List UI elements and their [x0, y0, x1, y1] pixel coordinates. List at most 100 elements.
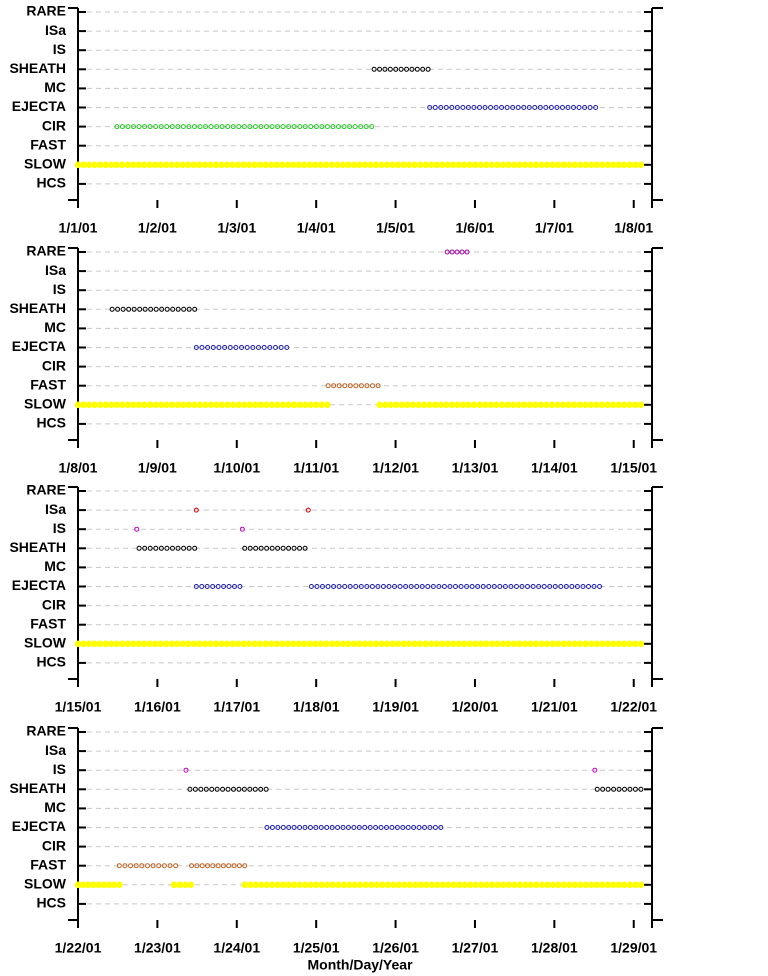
dot [247, 124, 253, 130]
dot [131, 124, 137, 130]
x-tick-label: 1/29/01 [610, 940, 657, 956]
dot [291, 825, 297, 830]
dot [119, 401, 126, 409]
dot [240, 640, 247, 648]
dot [555, 881, 562, 889]
dot [615, 881, 623, 889]
y-tick-label: CIR [42, 357, 66, 373]
dot [525, 584, 531, 589]
dot [229, 401, 237, 409]
dot [136, 545, 142, 551]
dot [571, 640, 578, 648]
dot [364, 383, 370, 389]
dot [570, 401, 578, 409]
dot [102, 161, 109, 169]
segment [187, 786, 269, 792]
dot [147, 545, 153, 551]
x-tick-label: 1/25/01 [293, 940, 340, 956]
dot [383, 825, 389, 830]
dot [148, 306, 154, 312]
dot [214, 124, 220, 130]
dot [416, 161, 424, 169]
dot [560, 881, 568, 889]
dot [189, 863, 195, 869]
dot [168, 161, 176, 169]
dot [210, 584, 216, 589]
dot [221, 584, 227, 589]
dot [372, 161, 380, 169]
y-tick-label: RARE [26, 482, 66, 498]
dot [151, 161, 159, 169]
dot [592, 767, 598, 773]
dot [286, 545, 292, 551]
dot [153, 545, 159, 551]
dot [609, 640, 617, 648]
dot [543, 401, 550, 409]
y-tick-label: SHEATH [9, 300, 66, 316]
x-tick-label: 1/24/01 [213, 940, 260, 956]
dot [538, 161, 545, 169]
segment [109, 306, 198, 312]
dot [183, 767, 189, 773]
dot [422, 881, 430, 889]
dot [246, 401, 254, 409]
dot [356, 825, 362, 830]
dot [433, 161, 441, 169]
dot [185, 161, 192, 169]
x-tick-label: 1/1/01 [59, 220, 98, 236]
dot [604, 161, 612, 169]
dot [319, 124, 325, 130]
dot [291, 545, 297, 551]
dot [193, 507, 199, 513]
dot [504, 401, 511, 409]
dot [229, 161, 236, 169]
dot [129, 640, 137, 648]
dot [409, 66, 415, 72]
dot [263, 401, 270, 409]
dot [328, 640, 336, 648]
x-tick-label: 1/9/01 [138, 460, 177, 476]
dot [504, 105, 510, 110]
dot [146, 401, 154, 409]
dot [134, 526, 140, 532]
dot [144, 863, 150, 869]
dot [334, 161, 341, 169]
dot [164, 545, 170, 551]
dot [549, 640, 556, 648]
dot [367, 881, 375, 889]
dot [560, 640, 567, 648]
dot [615, 161, 623, 169]
x-tick-label: 1/19/01 [372, 699, 419, 715]
dot [336, 383, 342, 389]
dot [460, 105, 466, 110]
dot [202, 401, 209, 409]
dot [593, 881, 601, 889]
dot [318, 825, 324, 830]
dot [191, 401, 198, 409]
dot [223, 640, 231, 648]
dot [267, 161, 275, 169]
x-tick-label: 1/4/01 [297, 220, 336, 236]
dot [565, 105, 571, 110]
dot [109, 306, 115, 312]
dot [464, 584, 470, 589]
dot [279, 401, 287, 409]
dot [240, 401, 248, 409]
x-tick-label: 1/26/01 [372, 940, 419, 956]
dot [449, 161, 457, 169]
dot [428, 881, 436, 889]
x-tick-label: 1/17/01 [213, 699, 260, 715]
dot [376, 401, 383, 409]
dot [427, 825, 433, 830]
dot [386, 584, 392, 589]
dot [212, 640, 220, 648]
dot [626, 881, 634, 889]
dot [226, 584, 232, 589]
dot [582, 881, 590, 889]
dot [470, 401, 478, 409]
dot [291, 124, 297, 130]
dot [358, 584, 364, 589]
dot [472, 161, 479, 169]
dot [438, 161, 446, 169]
dot [325, 584, 331, 589]
